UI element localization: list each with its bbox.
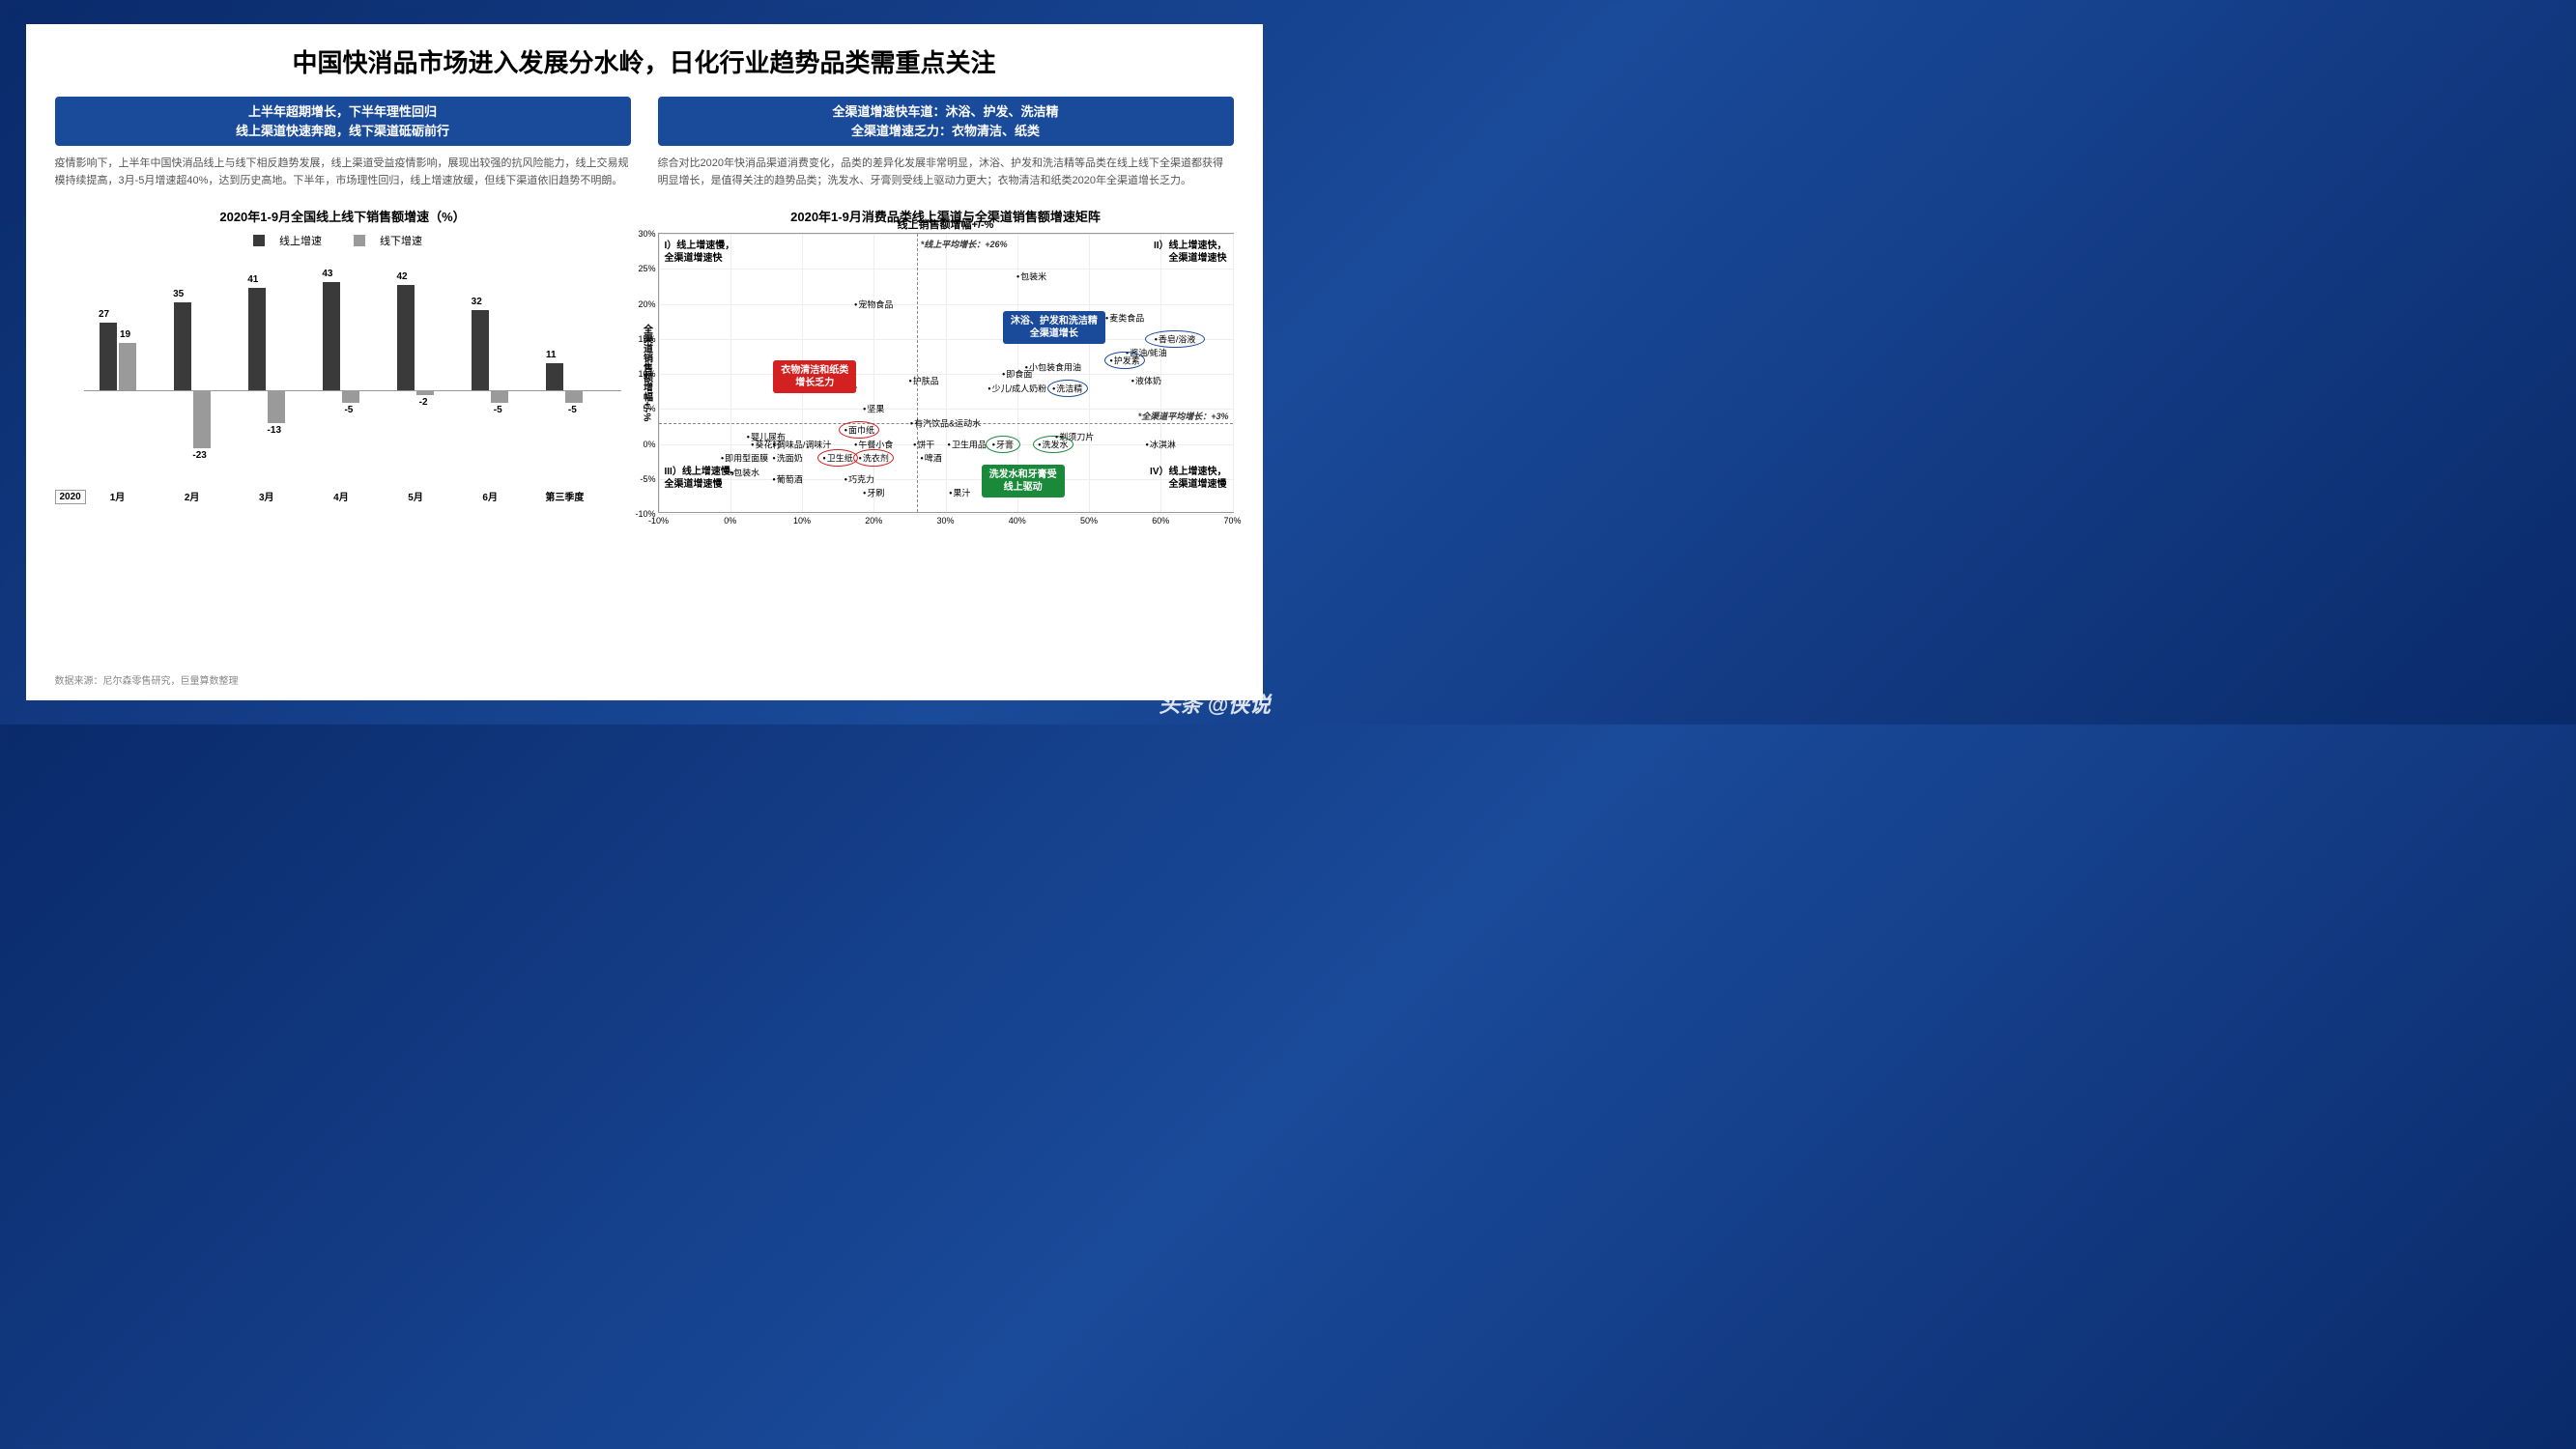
left-banner: 上半年超期增长，下半年理性回归 线上渠道快速奔跑，线下渠道砥砺前行 [55,97,631,146]
swatch-online [253,235,265,246]
left-legend: 线上增速 线下增速 [55,233,631,249]
year-box: 2020 [55,490,86,504]
left-banner-l1: 上半年超期增长，下半年理性回归 [65,102,621,122]
right-desc: 综合对比2020年快消品渠道消费变化，品类的差异化发展非常明显，沐浴、护发和洗洁… [658,156,1234,189]
legend-online: 线上增速 [279,233,322,248]
legend-offline: 线下增速 [380,233,422,248]
bars-area: 27191月35-232月41-133月43-54月42-25月32-56月11… [84,265,621,477]
left-chart-title: 2020年1-9月全国线上线下销售额增速（%） [55,207,631,225]
columns: 上半年超期增长，下半年理性回归 线上渠道快速奔跑，线下渠道砥砺前行 疫情影响下，… [55,97,1234,513]
slide: 中国快消品市场进入发展分水岭，日化行业趋势品类需重点关注 上半年超期增长，下半年… [26,24,1263,700]
left-desc: 疫情影响下，上半年中国快消品线上与线下相反趋势发展，线上渠道受益疫情影响，展现出… [55,156,631,189]
watermark: 头条 @侠说 [1159,688,1271,719]
x-axis-title: 线上销售额增幅+/-% [659,216,1233,232]
right-banner-l2: 全渠道增速乏力：衣物清洁、纸类 [668,122,1224,141]
bar-chart: 2020 27191月35-232月41-133月43-54月42-25月32-… [55,255,631,506]
left-col: 上半年超期增长，下半年理性回归 线上渠道快速奔跑，线下渠道砥砺前行 疫情影响下，… [55,97,631,513]
swatch-offline [354,235,365,246]
right-col: 全渠道增速快车道：沐浴、护发、洗洁精 全渠道增速乏力：衣物清洁、纸类 综合对比2… [658,97,1234,513]
right-banner: 全渠道增速快车道：沐浴、护发、洗洁精 全渠道增速乏力：衣物清洁、纸类 [658,97,1234,146]
right-banner-l1: 全渠道增速快车道：沐浴、护发、洗洁精 [668,102,1224,122]
main-title: 中国快消品市场进入发展分水岭，日化行业趋势品类需重点关注 [55,43,1234,79]
source-text: 数据来源：尼尔森零售研究，巨量算数整理 [55,672,239,687]
left-banner-l2: 线上渠道快速奔跑，线下渠道砥砺前行 [65,122,621,141]
scatter-chart: 线上销售额增幅+/-% 全渠道销售额增幅+/-% -10%0%10%20%30%… [658,233,1234,513]
